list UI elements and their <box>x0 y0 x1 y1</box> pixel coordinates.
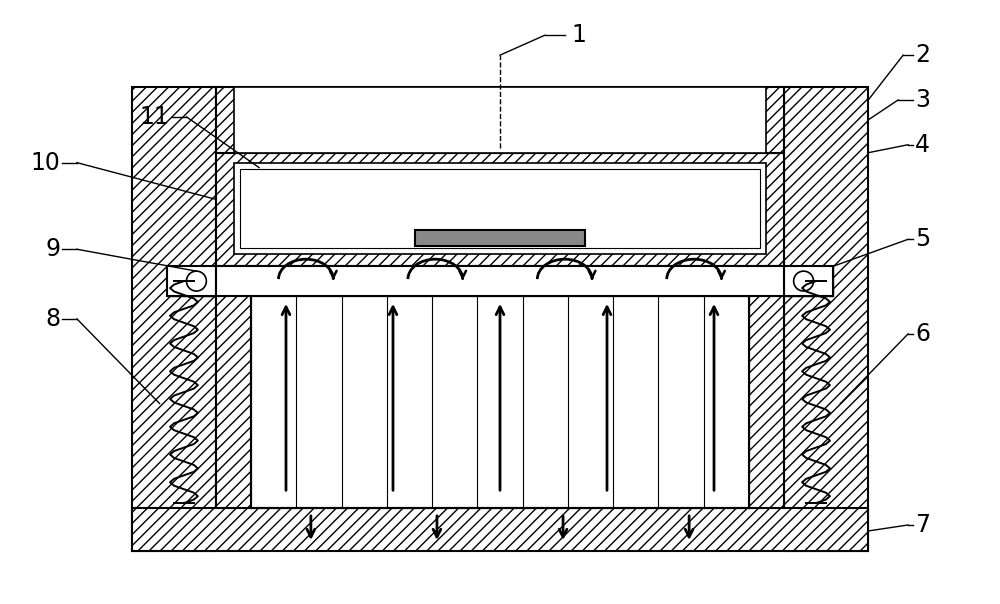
Bar <box>784 266 833 296</box>
Bar <box>234 162 766 254</box>
Bar <box>234 87 766 153</box>
Text: 10: 10 <box>30 150 60 175</box>
Bar <box>216 153 784 266</box>
Text: 6: 6 <box>915 322 930 346</box>
Text: 9: 9 <box>45 237 60 262</box>
Bar <box>132 508 868 551</box>
Bar <box>216 296 251 508</box>
Bar <box>415 230 585 246</box>
Text: 8: 8 <box>45 307 60 331</box>
Text: 1: 1 <box>572 23 587 47</box>
Text: 2: 2 <box>915 43 930 67</box>
Text: 3: 3 <box>915 88 930 112</box>
Bar <box>784 87 868 551</box>
Bar <box>167 266 216 296</box>
Bar <box>132 87 216 551</box>
Bar <box>784 266 833 296</box>
Bar <box>240 169 760 248</box>
Bar <box>216 266 784 296</box>
Text: 5: 5 <box>915 227 930 251</box>
Text: 7: 7 <box>915 513 930 537</box>
Bar <box>216 87 784 153</box>
Bar <box>167 266 216 296</box>
Text: 4: 4 <box>915 133 930 156</box>
Text: 11: 11 <box>140 105 170 129</box>
Bar <box>749 296 784 508</box>
Bar <box>251 296 749 508</box>
